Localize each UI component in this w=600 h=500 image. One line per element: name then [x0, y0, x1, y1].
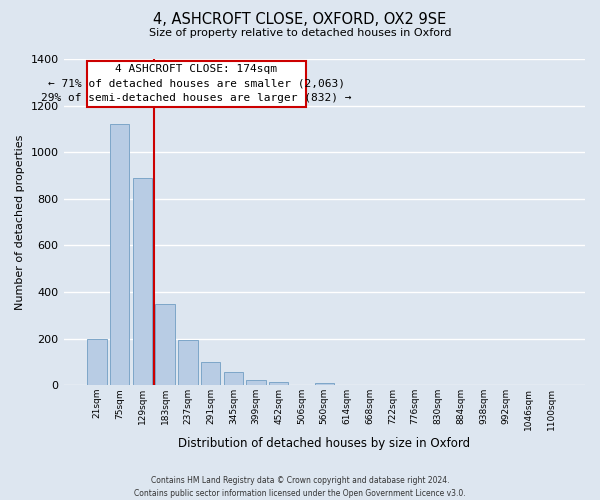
Bar	[178, 340, 197, 385]
FancyBboxPatch shape	[86, 60, 306, 107]
Bar	[247, 380, 266, 385]
Bar	[224, 372, 243, 385]
Text: Contains HM Land Registry data © Crown copyright and database right 2024.
Contai: Contains HM Land Registry data © Crown c…	[134, 476, 466, 498]
Bar	[155, 304, 175, 385]
Bar	[110, 124, 130, 385]
Text: 4, ASHCROFT CLOSE, OXFORD, OX2 9SE: 4, ASHCROFT CLOSE, OXFORD, OX2 9SE	[154, 12, 446, 28]
Bar	[87, 338, 107, 385]
Bar	[314, 383, 334, 385]
Y-axis label: Number of detached properties: Number of detached properties	[15, 134, 25, 310]
X-axis label: Distribution of detached houses by size in Oxford: Distribution of detached houses by size …	[178, 437, 470, 450]
Bar	[133, 178, 152, 385]
Bar	[269, 382, 289, 385]
Text: Size of property relative to detached houses in Oxford: Size of property relative to detached ho…	[149, 28, 451, 38]
Text: 4 ASHCROFT CLOSE: 174sqm
← 71% of detached houses are smaller (2,063)
29% of sem: 4 ASHCROFT CLOSE: 174sqm ← 71% of detach…	[41, 64, 352, 104]
Bar	[201, 362, 220, 385]
